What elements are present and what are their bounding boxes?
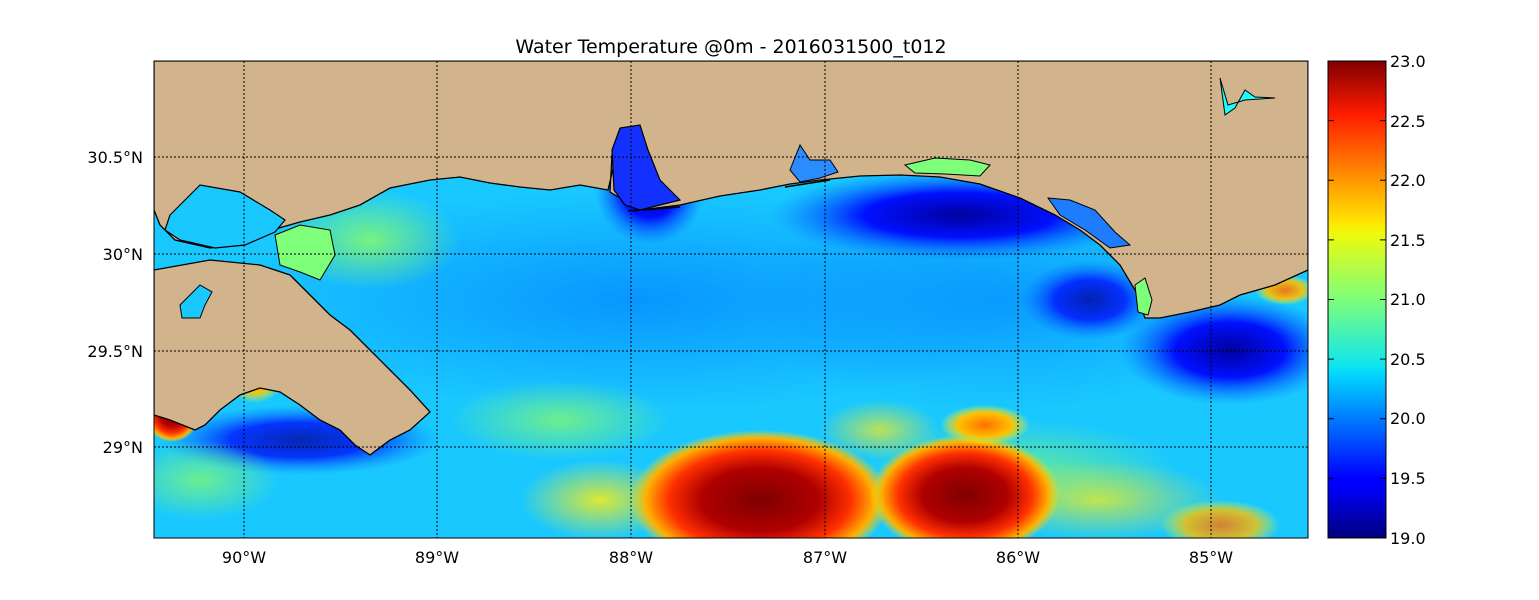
colorbar-tick-label: 21.5 — [1390, 231, 1426, 250]
st-andrew-bay — [1046, 197, 1132, 249]
inland-lake — [1219, 77, 1276, 116]
interior-lake — [179, 284, 213, 319]
lat-tick-label: 29°N — [103, 438, 143, 457]
pensacola-bay — [789, 143, 839, 183]
lake-borgne — [274, 224, 336, 281]
lon-tick-label: 87°W — [803, 548, 847, 567]
lon-tick-label: 86°W — [996, 548, 1040, 567]
map-frame — [153, 60, 1309, 539]
lat-tick-label: 30.5°N — [87, 148, 143, 167]
colorbar-tick-label: 22.0 — [1390, 171, 1426, 190]
lon-tick-label: 90°W — [222, 548, 266, 567]
colorbar-tick-label: 19.5 — [1390, 469, 1426, 488]
colorbar-tick-label: 20.5 — [1390, 350, 1426, 369]
colorbar-tick-label: 23.0 — [1390, 52, 1426, 71]
lat-tick-labels: 30.5°N 30°N 29.5°N 29°N — [87, 148, 143, 457]
lon-tick-label: 88°W — [609, 548, 653, 567]
mobile-bay — [611, 124, 682, 211]
lon-tick-label: 89°W — [415, 548, 459, 567]
apalachicola-bay — [1134, 277, 1153, 316]
colorbar-gradient — [1327, 60, 1387, 539]
lat-tick-label: 30°N — [103, 245, 143, 264]
colorbar-tick-label: 19.0 — [1390, 529, 1426, 548]
lon-tick-labels: 90°W 89°W 88°W 87°W 86°W 85°W — [222, 548, 1233, 567]
colorbar-tick-label: 22.5 — [1390, 112, 1426, 131]
colorbar: 23.0 22.5 22.0 21.5 21.0 20.5 20.0 19.5 … — [1327, 52, 1426, 548]
colorbar-tick-label: 21.0 — [1390, 290, 1426, 309]
choctawhatchee-bay — [903, 157, 991, 177]
gridlines — [154, 61, 1308, 538]
colorbar-tick-label: 20.0 — [1390, 409, 1426, 428]
lake-pontchartrain — [164, 184, 286, 249]
map-title: Water Temperature @0m - 2016031500_t012 — [515, 36, 946, 58]
temperature-field — [154, 61, 1308, 538]
lat-tick-label: 29.5°N — [87, 342, 143, 361]
lon-tick-label: 85°W — [1189, 548, 1233, 567]
delta-land — [154, 259, 431, 456]
coastline-land — [154, 61, 1308, 319]
